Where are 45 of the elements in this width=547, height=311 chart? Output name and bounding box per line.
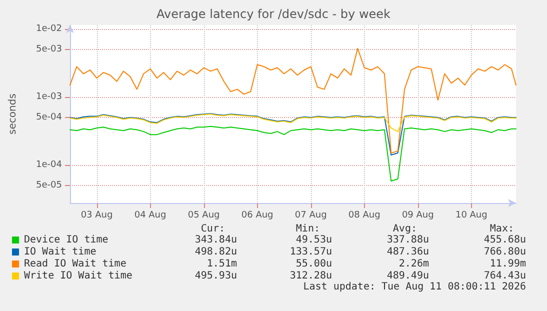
text: 11.99m [490, 258, 526, 270]
text: Avg: [392, 224, 417, 234]
chart-title: Average latency for /dev/sdc - by week [156, 7, 391, 21]
legend-label: IO Wait time [24, 246, 96, 258]
y-tick-label: 1e-04 [36, 160, 62, 170]
text: 495.93u [194, 270, 237, 282]
x-tick-label: 05 Aug [188, 210, 220, 220]
line-series [70, 114, 516, 132]
text: 489.49u [386, 270, 429, 282]
x-tick-label: 10 Aug [455, 210, 488, 220]
text: 337.88u [386, 234, 429, 246]
line-series [70, 48, 516, 154]
text: Last update: Tue Aug 11 08:00:11 2026 [303, 282, 526, 292]
text: 312.28u [290, 270, 332, 282]
y-tick-label: 5e-04 [36, 112, 62, 122]
x-tick-label: 03 Aug [80, 210, 113, 220]
text: 1.51m [206, 258, 237, 270]
text: Min: [296, 224, 320, 234]
legend-label: Device IO time [24, 234, 108, 246]
text: Max: [490, 224, 514, 234]
text: 2.26m [398, 258, 429, 270]
x-tick-label: 09 Aug [402, 210, 434, 220]
y-tick-label: 1e-02 [36, 24, 62, 34]
x-tick-label: 06 Aug [241, 210, 274, 220]
text: 49.53u [296, 234, 332, 246]
y-tick-label: 5e-05 [36, 180, 62, 190]
text: 455.68u [484, 234, 526, 246]
line-series [70, 113, 516, 156]
y-tick-label: 5e-03 [36, 44, 62, 55]
text: 55.00u [296, 258, 332, 270]
y-axis-title: seconds [8, 94, 18, 134]
y-tick-label: 1e-03 [36, 92, 62, 102]
text: 766.80u [484, 246, 526, 258]
text: 133.57u [290, 246, 332, 258]
text: Cur: [200, 224, 225, 234]
text: 343.84u [194, 234, 237, 246]
legend-label: Read IO Wait time [24, 258, 126, 270]
text: 498.82u [194, 246, 237, 258]
line-series [70, 126, 516, 182]
text: 764.43u [484, 270, 526, 282]
x-tick-label: 07 Aug [294, 210, 327, 220]
x-tick-label: 08 Aug [348, 210, 380, 220]
legend-label: Write IO Wait time [24, 270, 132, 282]
text: 487.36u [386, 246, 429, 258]
x-tick-label: 04 Aug [134, 210, 166, 220]
